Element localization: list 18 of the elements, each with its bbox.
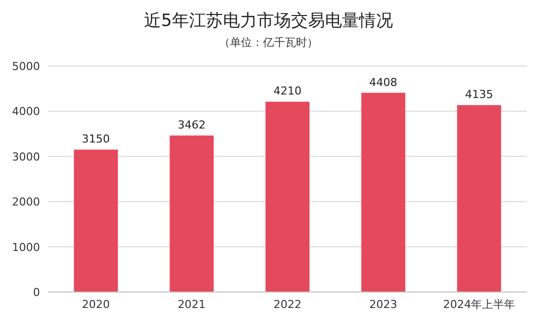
subtitle: （单位：亿千瓦时） xyxy=(219,36,318,49)
ytick: 3000 xyxy=(12,150,40,164)
ytick: 4000 xyxy=(12,105,40,118)
xtick: 2021 xyxy=(178,298,206,311)
ytick: 5000 xyxy=(12,60,40,73)
ytick: 2000 xyxy=(12,196,40,209)
data-label: 4210 xyxy=(274,84,302,98)
xtick: 2020 xyxy=(82,298,110,311)
data-label: 4135 xyxy=(465,88,494,102)
ytick: 1000 xyxy=(12,240,40,254)
ytick: 0 xyxy=(33,286,40,299)
title: 近5年江苏电力市场交易电量情况 xyxy=(144,11,393,31)
xtick: 2022 xyxy=(274,298,302,311)
data-label: 3150 xyxy=(82,132,110,146)
xtick: 2024年上半年 xyxy=(443,298,516,311)
xtick: 2023 xyxy=(369,298,398,311)
data-label: 4408 xyxy=(369,76,398,89)
data-label: 3462 xyxy=(178,118,206,132)
